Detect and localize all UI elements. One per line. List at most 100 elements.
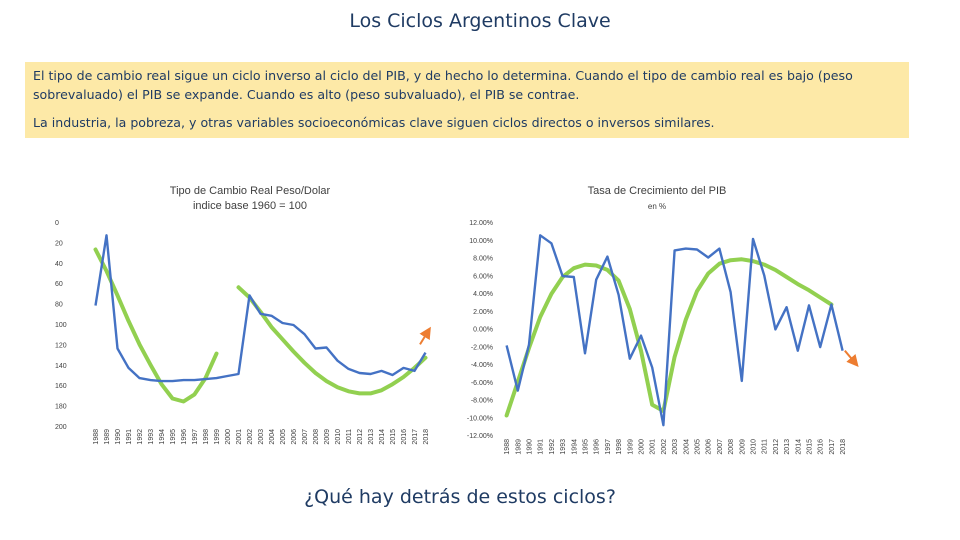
x-tick-label: 2017	[412, 429, 419, 445]
x-tick-label: 2016	[401, 429, 408, 445]
x-tick-label: 2009	[324, 429, 331, 445]
x-tick-label: 2003	[258, 429, 265, 445]
x-tick-label: 1995	[170, 429, 177, 445]
x-tick-label: 1998	[203, 429, 210, 445]
x-tick-label: 2008	[728, 439, 735, 455]
series-line	[505, 234, 844, 427]
x-tick-label: 2003	[672, 439, 679, 455]
y-tick-label: 60	[55, 281, 63, 288]
y-tick-label: -2.00%	[471, 344, 493, 351]
y-tick-label: 10.00%	[469, 238, 493, 245]
series-line	[94, 234, 427, 383]
x-tick-label: 2009	[739, 439, 746, 455]
y-tick-label: -10.00%	[467, 415, 493, 422]
x-tick-label: 1995	[583, 439, 590, 455]
gdp-growth-chart: Tasa de Crecimiento del PIB en % 12.00% 10.…	[467, 185, 859, 455]
y-tick-label: -12.00%	[467, 433, 493, 440]
x-tick-label: 1997	[605, 439, 612, 455]
closing-question: ¿Qué hay detrás de estos ciclos?	[304, 486, 616, 508]
x-tick-label: 2011	[346, 429, 353, 444]
x-tick-label: 2012	[357, 429, 364, 445]
x-tick-label: 2010	[335, 429, 342, 445]
x-tick-label: 2001	[236, 429, 243, 445]
x-tick-label: 2007	[302, 429, 309, 445]
x-tick-label: 1990	[115, 429, 122, 445]
x-tick-label: 2005	[280, 429, 287, 445]
chart-title: Tasa de Crecimiento del PIB	[588, 185, 727, 197]
chart-subtitle: en %	[648, 202, 666, 211]
y-tick-label: 120	[55, 342, 67, 349]
x-tick-label: 1988	[93, 429, 100, 445]
x-tick-label: 2008	[313, 429, 320, 445]
y-tick-label: 140	[55, 363, 67, 370]
y-tick-label: 40	[55, 261, 63, 268]
exchange-rate-chart: Tipo de Cambio Real Peso/Dolar indice bas…	[55, 185, 431, 445]
x-tick-label: 1997	[192, 429, 199, 445]
y-tick-label: -6.00%	[471, 380, 493, 387]
x-tick-label: 1991	[126, 429, 133, 445]
x-tick-label: 2000	[225, 429, 232, 445]
x-tick-label: 2010	[751, 439, 758, 455]
x-tick-label: 1989	[515, 439, 522, 455]
x-tick-label: 2006	[291, 429, 298, 445]
x-tick-label: 1993	[560, 439, 567, 455]
x-tick-label: 1994	[571, 439, 578, 455]
chart-subtitle: indice base 1960 = 100	[193, 200, 307, 212]
x-tick-label: 1989	[104, 429, 111, 445]
y-tick-label: 2.00%	[473, 309, 493, 316]
x-tick-label: 2016	[818, 439, 825, 455]
x-tick-label: 2001	[650, 439, 657, 455]
x-tick-label: 1991	[538, 439, 545, 455]
x-tick-label: 1990	[527, 439, 534, 455]
x-tick-label: 1988	[504, 439, 511, 455]
y-tick-label: 80	[55, 302, 63, 309]
x-tick-label: 2012	[773, 439, 780, 455]
y-tick-label: 0.00%	[473, 327, 493, 334]
y-tick-label: 0	[55, 220, 59, 227]
y-tick-label: 200	[55, 424, 67, 431]
y-tick-label: 160	[55, 383, 67, 390]
x-tick-label: 1992	[549, 439, 556, 455]
x-tick-label: 2000	[639, 439, 646, 455]
callout-paragraph-1: El tipo de cambio real sigue un ciclo in…	[33, 68, 853, 102]
y-tick-label: -8.00%	[471, 398, 493, 405]
trend-curve	[504, 257, 834, 418]
x-tick-label: 2004	[269, 429, 276, 445]
x-tick-label: 1996	[181, 429, 188, 445]
y-tick-label: 12.00%	[469, 220, 493, 227]
y-tick-label: 180	[55, 404, 67, 411]
x-tick-label: 2002	[661, 439, 668, 455]
y-tick-label: 100	[55, 322, 67, 329]
x-tick-label: 1999	[627, 439, 634, 455]
x-tick-label: 2006	[706, 439, 713, 455]
x-tick-label: 1999	[214, 429, 221, 445]
chart-title: Tipo de Cambio Real Peso/Dolar	[170, 185, 331, 197]
x-tick-label: 2004	[683, 439, 690, 455]
trend-curve	[93, 247, 428, 404]
trend-arrow	[419, 326, 431, 345]
y-tick-label: 6.00%	[473, 273, 493, 280]
x-tick-label: 2013	[368, 429, 375, 445]
x-tick-label: 1996	[594, 439, 601, 455]
x-tick-label: 2005	[695, 439, 702, 455]
x-tick-label: 1993	[148, 429, 155, 445]
callout-box: El tipo de cambio real sigue un ciclo in…	[25, 62, 909, 138]
x-tick-label: 2015	[807, 439, 814, 455]
x-tick-label: 2007	[717, 439, 724, 455]
x-tick-label: 2013	[784, 439, 791, 455]
x-tick-label: 2015	[390, 429, 397, 445]
y-tick-label: 4.00%	[473, 291, 493, 298]
y-tick-label: 20	[55, 240, 63, 247]
callout-paragraph-2: La industria, la pobreza, y otras variab…	[33, 115, 715, 130]
x-tick-label: 1998	[616, 439, 623, 455]
x-tick-label: 2018	[423, 429, 430, 445]
x-tick-label: 2017	[829, 439, 836, 455]
trend-arrow	[844, 350, 859, 368]
x-tick-label: 2018	[840, 439, 847, 455]
x-tick-label: 1994	[159, 429, 166, 445]
y-tick-label: -4.00%	[471, 362, 493, 369]
x-tick-label: 2011	[762, 439, 769, 454]
x-tick-label: 2014	[379, 429, 386, 445]
x-tick-label: 1992	[137, 429, 144, 445]
y-tick-label: 8.00%	[473, 256, 493, 263]
